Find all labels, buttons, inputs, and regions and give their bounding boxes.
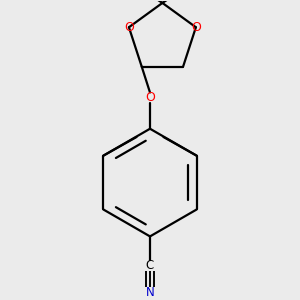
Text: O: O — [124, 21, 134, 34]
Text: C: C — [146, 259, 154, 272]
Text: O: O — [145, 91, 155, 104]
Text: O: O — [191, 21, 201, 34]
Text: N: N — [146, 286, 154, 299]
